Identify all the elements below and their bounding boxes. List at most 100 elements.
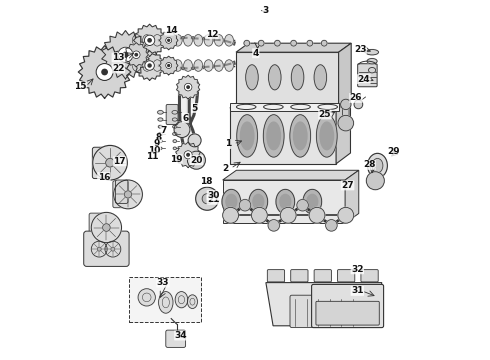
Circle shape xyxy=(187,153,190,156)
Text: 21: 21 xyxy=(207,195,220,204)
Ellipse shape xyxy=(157,111,163,114)
FancyBboxPatch shape xyxy=(316,301,379,325)
Text: 28: 28 xyxy=(363,161,375,169)
Circle shape xyxy=(97,247,101,251)
Circle shape xyxy=(297,199,308,211)
Ellipse shape xyxy=(303,189,321,214)
Polygon shape xyxy=(345,170,359,223)
Circle shape xyxy=(196,187,219,210)
Text: 23: 23 xyxy=(354,45,367,54)
FancyBboxPatch shape xyxy=(113,181,129,208)
FancyBboxPatch shape xyxy=(290,295,366,328)
Ellipse shape xyxy=(132,60,141,71)
FancyBboxPatch shape xyxy=(166,330,186,347)
Bar xyxy=(230,108,336,164)
Ellipse shape xyxy=(153,60,162,71)
Circle shape xyxy=(251,207,268,223)
Ellipse shape xyxy=(163,35,172,46)
Ellipse shape xyxy=(249,189,268,214)
Polygon shape xyxy=(124,42,148,67)
Text: 16: 16 xyxy=(98,173,110,181)
Ellipse shape xyxy=(368,68,376,73)
Circle shape xyxy=(307,40,313,46)
Text: 20: 20 xyxy=(190,156,202,165)
Ellipse shape xyxy=(153,35,162,46)
Text: 9: 9 xyxy=(153,139,160,148)
Text: 33: 33 xyxy=(157,278,169,287)
Text: 3: 3 xyxy=(263,6,269,15)
Polygon shape xyxy=(339,43,351,108)
Circle shape xyxy=(187,86,189,88)
Text: 34: 34 xyxy=(174,331,187,340)
Text: 31: 31 xyxy=(351,287,364,295)
Bar xyxy=(230,103,339,111)
Circle shape xyxy=(187,151,205,169)
Ellipse shape xyxy=(194,60,203,71)
Polygon shape xyxy=(236,43,351,52)
Circle shape xyxy=(91,212,122,243)
Ellipse shape xyxy=(290,115,311,157)
Polygon shape xyxy=(135,51,165,80)
Circle shape xyxy=(168,64,170,67)
Ellipse shape xyxy=(280,194,291,209)
Ellipse shape xyxy=(163,60,172,71)
FancyBboxPatch shape xyxy=(166,104,178,125)
Ellipse shape xyxy=(291,65,304,90)
Ellipse shape xyxy=(173,140,176,143)
Text: 19: 19 xyxy=(170,154,182,163)
Ellipse shape xyxy=(267,122,280,150)
Text: 25: 25 xyxy=(318,110,331,119)
Ellipse shape xyxy=(172,125,177,128)
Ellipse shape xyxy=(194,35,203,46)
FancyBboxPatch shape xyxy=(268,270,285,282)
FancyBboxPatch shape xyxy=(92,147,111,179)
Circle shape xyxy=(280,207,296,223)
Ellipse shape xyxy=(159,140,162,143)
Ellipse shape xyxy=(222,189,241,214)
Text: 1: 1 xyxy=(224,139,231,148)
Text: 14: 14 xyxy=(165,26,177,35)
Circle shape xyxy=(124,191,132,198)
Circle shape xyxy=(105,241,121,257)
Circle shape xyxy=(367,172,384,190)
Ellipse shape xyxy=(173,35,182,46)
Ellipse shape xyxy=(187,295,197,309)
Ellipse shape xyxy=(307,194,318,209)
Text: 12: 12 xyxy=(206,30,218,39)
Ellipse shape xyxy=(320,122,334,150)
Circle shape xyxy=(145,61,154,70)
Ellipse shape xyxy=(175,292,188,308)
Bar xyxy=(129,277,201,322)
Text: 27: 27 xyxy=(342,181,354,190)
Ellipse shape xyxy=(367,58,377,64)
Polygon shape xyxy=(133,24,166,57)
Text: 5: 5 xyxy=(192,104,198,112)
Text: 10: 10 xyxy=(148,146,160,155)
Circle shape xyxy=(202,194,212,204)
Ellipse shape xyxy=(204,60,213,71)
Ellipse shape xyxy=(158,132,163,135)
Circle shape xyxy=(174,122,190,138)
Ellipse shape xyxy=(159,292,173,313)
Ellipse shape xyxy=(215,60,223,71)
Ellipse shape xyxy=(237,115,258,157)
Circle shape xyxy=(118,47,133,62)
Circle shape xyxy=(184,151,192,159)
FancyBboxPatch shape xyxy=(116,180,128,203)
FancyBboxPatch shape xyxy=(291,270,308,282)
FancyBboxPatch shape xyxy=(302,301,345,327)
Ellipse shape xyxy=(317,115,337,157)
Ellipse shape xyxy=(253,194,264,209)
Polygon shape xyxy=(336,97,350,164)
Text: 17: 17 xyxy=(113,157,126,166)
Text: 26: 26 xyxy=(350,94,362,102)
Polygon shape xyxy=(78,46,131,98)
Bar xyxy=(222,180,345,223)
Circle shape xyxy=(106,158,114,167)
FancyBboxPatch shape xyxy=(312,284,384,328)
Ellipse shape xyxy=(204,35,213,46)
Ellipse shape xyxy=(366,49,379,55)
Ellipse shape xyxy=(143,35,151,46)
Ellipse shape xyxy=(215,35,223,46)
Circle shape xyxy=(326,220,337,231)
